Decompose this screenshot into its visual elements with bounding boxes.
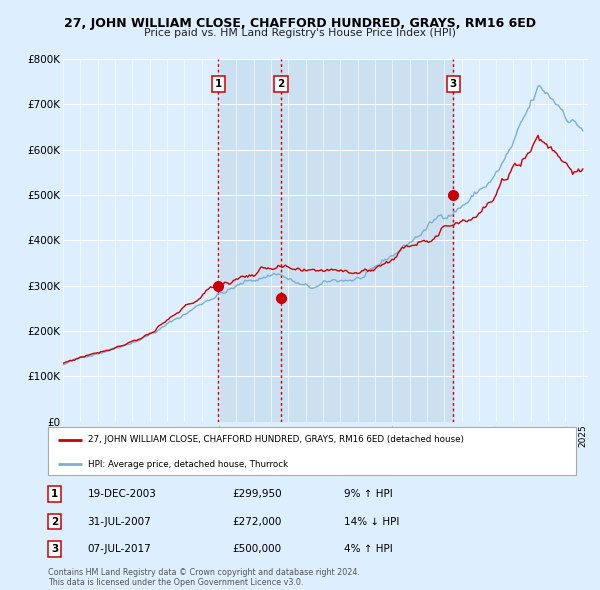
Text: Price paid vs. HM Land Registry's House Price Index (HPI): Price paid vs. HM Land Registry's House … [144,28,456,38]
Text: 27, JOHN WILLIAM CLOSE, CHAFFORD HUNDRED, GRAYS, RM16 6ED (detached house): 27, JOHN WILLIAM CLOSE, CHAFFORD HUNDRED… [88,435,464,444]
Text: 9% ↑ HPI: 9% ↑ HPI [344,489,392,499]
Text: 19-DEC-2003: 19-DEC-2003 [88,489,157,499]
FancyBboxPatch shape [48,427,576,475]
Text: £299,950: £299,950 [233,489,283,499]
Text: Contains HM Land Registry data © Crown copyright and database right 2024.: Contains HM Land Registry data © Crown c… [48,568,360,576]
Text: 4% ↑ HPI: 4% ↑ HPI [344,544,392,554]
Text: 31-JUL-2007: 31-JUL-2007 [88,517,151,526]
Text: £272,000: £272,000 [233,517,282,526]
Text: 3: 3 [449,79,457,89]
Text: 07-JUL-2017: 07-JUL-2017 [88,544,151,554]
Text: 2: 2 [277,79,284,89]
Text: £500,000: £500,000 [233,544,282,554]
Text: 2: 2 [51,517,58,526]
Text: 14% ↓ HPI: 14% ↓ HPI [344,517,399,526]
Text: 1: 1 [215,79,222,89]
Text: 27, JOHN WILLIAM CLOSE, CHAFFORD HUNDRED, GRAYS, RM16 6ED: 27, JOHN WILLIAM CLOSE, CHAFFORD HUNDRED… [64,17,536,30]
Text: This data is licensed under the Open Government Licence v3.0.: This data is licensed under the Open Gov… [48,578,304,587]
Bar [218,59,453,422]
Text: HPI: Average price, detached house, Thurrock: HPI: Average price, detached house, Thur… [88,460,288,469]
Text: 1: 1 [51,489,58,499]
Text: 3: 3 [51,544,58,554]
